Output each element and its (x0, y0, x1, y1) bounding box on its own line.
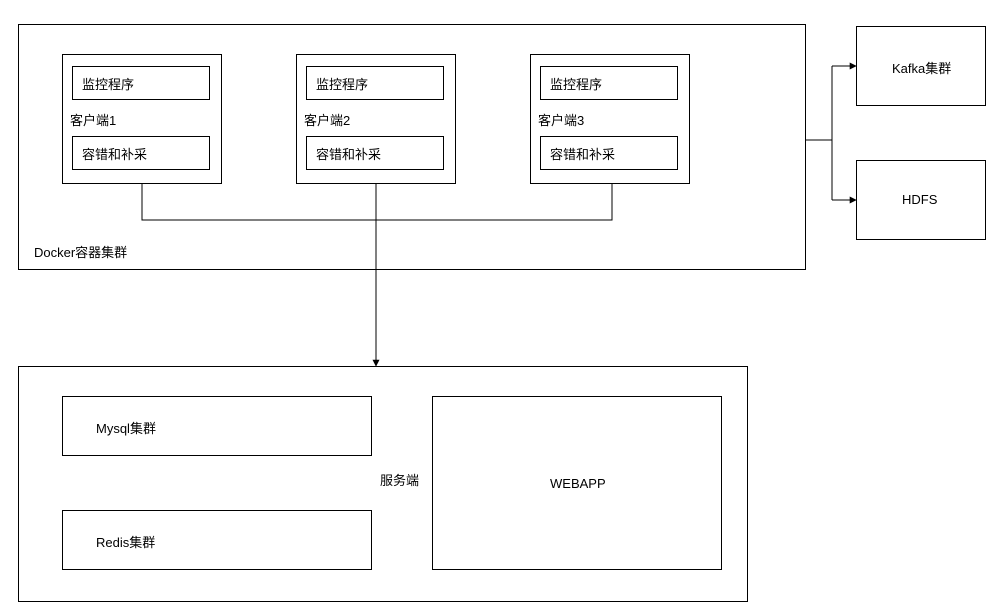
client3-monitor-label: 监控程序 (550, 74, 602, 93)
client2-label: 客户端2 (304, 110, 350, 129)
mysql-label: Mysql集群 (96, 418, 156, 437)
client1-monitor-label: 监控程序 (82, 74, 134, 93)
client1-label: 客户端1 (70, 110, 116, 129)
client2-fault-label: 容错和补采 (316, 144, 381, 163)
client3-label: 客户端3 (538, 110, 584, 129)
hdfs-label: HDFS (902, 192, 937, 207)
webapp-label: WEBAPP (550, 476, 606, 491)
docker-cluster-label: Docker容器集群 (34, 242, 127, 261)
kafka-label: Kafka集群 (892, 58, 951, 77)
redis-label: Redis集群 (96, 532, 155, 551)
server-label: 服务端 (380, 470, 419, 489)
client2-monitor-label: 监控程序 (316, 74, 368, 93)
client3-fault-label: 容错和补采 (550, 144, 615, 163)
client1-fault-label: 容错和补采 (82, 144, 147, 163)
